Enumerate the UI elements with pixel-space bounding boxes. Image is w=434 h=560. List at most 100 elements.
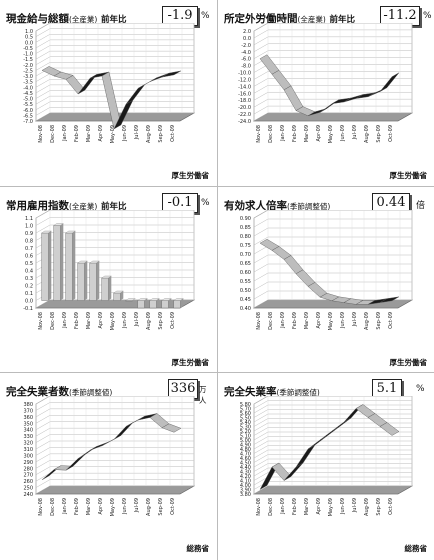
bar [53, 223, 64, 301]
x-tick-label: Apr-09 [316, 498, 322, 515]
y-tick-label: 4.40 [240, 465, 251, 471]
y-tick-label: 330 [23, 434, 33, 440]
bar [41, 230, 52, 301]
x-tick-label: Apr-09 [98, 498, 104, 515]
x-tick-label: Dec-08 [268, 312, 274, 330]
bar-side [48, 231, 52, 301]
x-tick-label: Sep-09 [158, 312, 164, 330]
source-label: 総務省 [404, 544, 428, 553]
y-tick-label: -7.0 [23, 119, 33, 125]
y-tick-label: 290 [23, 460, 33, 466]
y-tick-label: 0.45 [240, 297, 251, 303]
x-tick-label: Jan-09 [280, 498, 286, 515]
x-tick-label: Apr-09 [316, 125, 322, 142]
bar [65, 230, 76, 301]
y-tick-label: 5.50 [240, 416, 251, 422]
panel-overtime-hours: 所定外労働時間(全産業) 前年比 -11.2 % 2.0 0.0 -2.0 -4.0-… [220, 3, 432, 183]
y-tick-label: -4.0 [23, 85, 33, 91]
y-tick-label: -12.0 [238, 77, 251, 83]
value-unit: % [423, 11, 432, 21]
bar-front [65, 232, 73, 301]
bar-top [89, 260, 100, 264]
y-tick-label: 310 [23, 447, 33, 453]
chart-title: 所定外労働時間(全産業) 前年比 [224, 13, 356, 25]
y-tick-label: 270 [23, 473, 33, 479]
value-unit: % [416, 384, 425, 394]
chart-title: 完全失業率(季節調整値) [224, 386, 320, 398]
bar-side [120, 291, 124, 301]
bar [161, 298, 172, 309]
y-tick-label: 5.80 [240, 402, 251, 408]
x-tick-label: Jul-09 [352, 498, 358, 513]
y-tick-label: 0.90 [240, 216, 251, 222]
x-tick-label: Jun-09 [122, 125, 128, 142]
y-tick-label: 300 [23, 453, 33, 459]
y-tick-label: 5.70 [240, 407, 251, 413]
x-tick-label: Jan-09 [280, 125, 286, 142]
x-tick-label: Dec-08 [268, 498, 274, 516]
x-tick-label: Jul-09 [352, 125, 358, 140]
y-tick-label: -6.5 [23, 113, 33, 119]
x-tick-label: Oct-09 [388, 312, 394, 329]
gridline [253, 23, 412, 32]
y-tick-label: -14.0 [238, 84, 251, 90]
bar [125, 298, 136, 302]
x-tick-label: Nov-08 [256, 312, 262, 330]
gridline [35, 396, 194, 405]
source-label: 厚生労働省 [171, 171, 210, 180]
y-tick-label: 0.85 [240, 225, 251, 231]
gridline [35, 23, 194, 32]
x-tick-label: Sep-09 [158, 125, 164, 143]
x-tick-label: Aug-09 [146, 498, 152, 516]
chart-overtime-hours: 2.00.0-2.0-4.0-6.0-8.0-10.0-12.0-14.0-16… [238, 23, 414, 143]
y-tick-label: -8.0 [241, 64, 251, 70]
bar [89, 260, 100, 301]
x-tick-label: Mar-09 [304, 125, 310, 142]
y-tick-label: 0.75 [240, 243, 251, 249]
x-tick-label: Oct-09 [170, 312, 176, 329]
y-tick-label: -22.0 [238, 112, 251, 118]
x-tick-label: Jun-09 [340, 312, 346, 329]
y-tick-label: 3.80 [240, 492, 251, 498]
chart-title: 常用雇用指数(全産業) 前年比 [6, 200, 127, 212]
y-tick-label: -1.0 [23, 52, 33, 58]
y-tick-label: 0.0 [243, 36, 251, 42]
y-tick-label: -4.5 [23, 91, 33, 97]
y-tick-label: -20.0 [238, 105, 251, 111]
x-tick-label: Apr-09 [316, 312, 322, 329]
bar-front [173, 300, 181, 309]
y-tick-label: 0.50 [240, 288, 251, 294]
bar-top [125, 298, 136, 301]
line-segment [379, 422, 400, 436]
y-tick-label: 4.60 [240, 456, 251, 462]
chart-wages: 1.00.50.0-0.5-1.0-1.5-2.0-2.5-3.0-3.5-4.… [23, 23, 196, 143]
x-tick-label: Sep-09 [158, 498, 164, 516]
chart-title: 現金給与総額(全産業) 前年比 [6, 13, 127, 25]
y-tick-label: -10.0 [238, 71, 251, 77]
x-tick-label: May-09 [110, 312, 116, 330]
bar [113, 290, 124, 301]
y-tick-label: 340 [23, 428, 33, 434]
panel-wages: 現金給与総額(全産業) 前年比 -1.9 % 1.0 0.5 0.0 -0.5 -1.0… [2, 3, 213, 183]
y-tick-label: 360 [23, 415, 33, 421]
y-tick-label: 0.4 [25, 269, 33, 275]
latest-value-box: 0.44 [372, 193, 410, 213]
bar [77, 260, 88, 301]
gridline [253, 396, 412, 405]
y-tick-label: 5.30 [240, 425, 251, 431]
x-tick-label: May-09 [328, 312, 334, 330]
bar-front [53, 225, 61, 301]
x-tick-label: Jul-09 [352, 312, 358, 327]
y-tick-label: 5.40 [240, 420, 251, 426]
source-label: 厚生労働省 [389, 171, 428, 180]
panel-employment-index: 常用雇用指数(全産業) 前年比 -0.1 % 1.1 1.0 0.9 0.8 0.7 0.… [2, 190, 213, 370]
y-tick-label: -5.0 [23, 97, 33, 103]
y-tick-label: 0.65 [240, 261, 251, 267]
gridline [253, 210, 412, 219]
y-tick-label: 1.1 [25, 216, 33, 222]
bar-front [113, 292, 121, 301]
bar-top [41, 230, 52, 234]
x-tick-label: Dec-08 [50, 312, 56, 330]
plot-back-wall [253, 210, 413, 309]
y-tick-label: -3.0 [23, 74, 33, 80]
